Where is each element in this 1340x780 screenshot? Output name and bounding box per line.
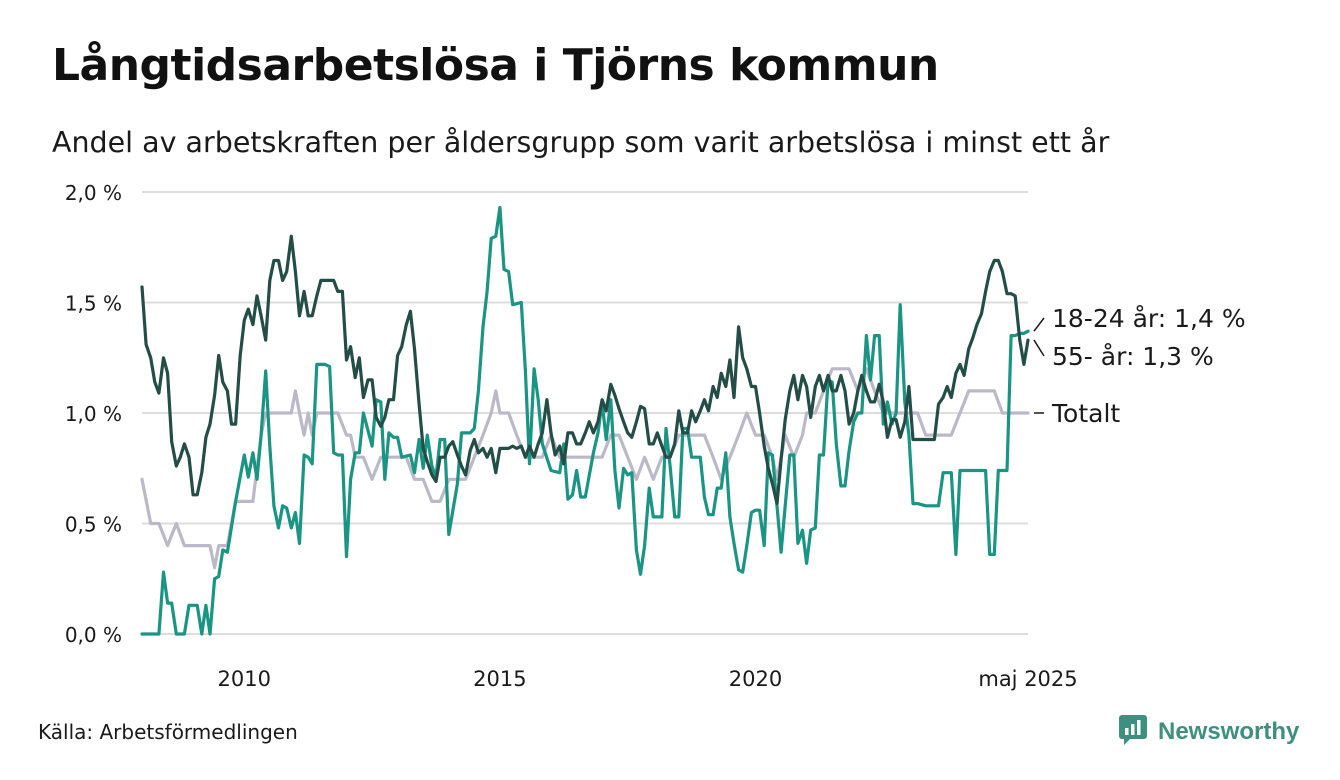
- series-end-labels: Totalt 18-24 år: 1,4 % 55- år: 1,3 %: [1033, 304, 1246, 428]
- brand-logo[interactable]: Newsworthy: [1118, 714, 1299, 750]
- x-tick-label: maj 2025: [978, 667, 1077, 691]
- gridlines: [142, 191, 1028, 635]
- chart-subtitle: Andel av arbetskraften per åldersgrupp s…: [52, 126, 1110, 159]
- y-tick-label: 2,0 %: [65, 181, 122, 205]
- newsworthy-logo-icon: [1118, 714, 1150, 750]
- y-tick-label: 0,0 %: [65, 623, 122, 647]
- series-lines: [140, 205, 1030, 636]
- y-axis-ticks: 0,0 % 0,5 % 1,0 % 1,5 % 2,0 %: [65, 181, 122, 647]
- y-tick-label: 0,5 %: [65, 513, 122, 537]
- series-label-s55: 55- år: 1,3 %: [1052, 342, 1214, 371]
- chart-title: Långtidsarbetslösa i Tjörns kommun: [52, 40, 939, 91]
- series-label-total: Totalt: [1051, 399, 1120, 428]
- source-note: Källa: Arbetsförmedlingen: [38, 720, 298, 744]
- y-tick-label: 1,5 %: [65, 292, 122, 316]
- x-tick-label: 2010: [218, 667, 271, 691]
- series-line-s55: [140, 234, 1030, 506]
- x-axis-ticks: 2010 2015 2020 maj 2025: [218, 667, 1078, 691]
- series-label-s1824: 18-24 år: 1,4 %: [1052, 304, 1246, 333]
- x-tick-label: 2020: [729, 667, 782, 691]
- brand-name: Newsworthy: [1158, 718, 1300, 745]
- leader-line: [1033, 317, 1045, 332]
- y-tick-label: 1,0 %: [65, 402, 122, 426]
- leader-line: [1033, 339, 1045, 357]
- x-tick-label: 2015: [473, 667, 526, 691]
